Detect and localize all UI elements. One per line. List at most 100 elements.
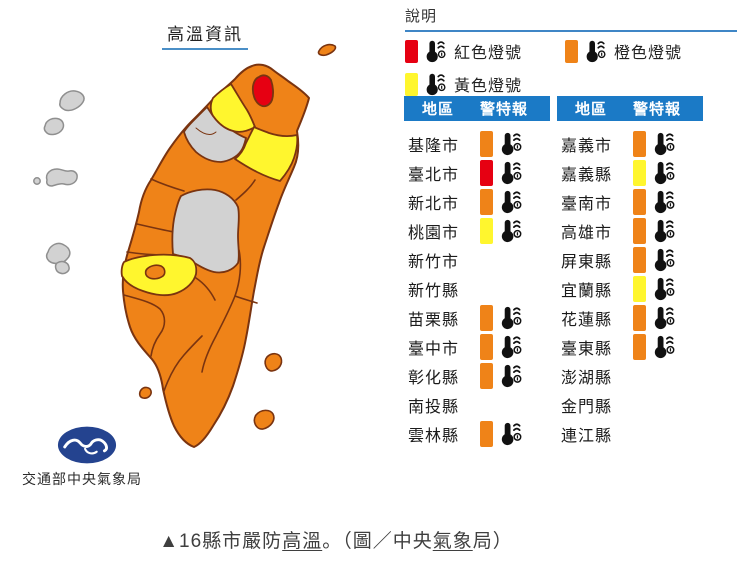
thermometer-icon <box>500 132 522 156</box>
table-row: 苗栗縣 <box>404 303 550 332</box>
table-row: 花蓮縣 <box>557 303 703 332</box>
table-row: 雲林縣 <box>404 419 550 448</box>
islet-liuqiu <box>138 386 152 399</box>
region-chiayi-city <box>144 264 166 280</box>
region-header: 地區 <box>575 101 608 118</box>
thermometer-icon <box>653 190 675 214</box>
thermometer-icon <box>500 306 522 330</box>
warning-swatch <box>480 188 493 215</box>
county-boundaries <box>123 178 258 392</box>
warning-swatch <box>633 275 646 302</box>
warning-swatch <box>633 217 646 244</box>
thermometer-icon <box>500 161 522 185</box>
warning-swatch <box>633 159 646 186</box>
region-label: 嘉義市 <box>561 137 613 155</box>
warning-swatch <box>480 130 493 157</box>
island-penghu <box>45 242 71 275</box>
caption-link-weather[interactable]: 氣象 <box>432 531 473 552</box>
thermometer-icon <box>653 248 675 272</box>
warning-swatch <box>480 159 493 186</box>
taiwan-high-temp-map <box>33 43 337 448</box>
table-row: 嘉義市 <box>557 129 703 158</box>
warning-swatch <box>633 333 646 360</box>
legend-item-red: 紅色燈號 <box>405 38 522 64</box>
thermometer-icon <box>653 277 675 301</box>
islet-northeast <box>317 43 337 57</box>
table-row: 連江縣 <box>557 419 703 448</box>
table-row: 臺東縣 <box>557 332 703 361</box>
warning-swatch <box>480 420 493 447</box>
region-label: 桃園市 <box>408 224 460 242</box>
region-label: 臺中市 <box>408 340 460 358</box>
yellow-swatch <box>405 72 418 96</box>
warning-swatch <box>633 246 646 273</box>
region-label: 臺北市 <box>408 166 460 184</box>
table-row: 南投縣 <box>404 390 550 419</box>
cwb-logo: 交通部中央氣象局 <box>22 425 152 489</box>
table-row: 桃園市 <box>404 216 550 245</box>
thermometer-icon <box>500 219 522 243</box>
region-label: 南投縣 <box>408 398 460 416</box>
region-label: 嘉義縣 <box>561 166 613 184</box>
thermometer-icon <box>425 39 446 63</box>
region-label: 彰化縣 <box>408 369 460 387</box>
region-label: 屏東縣 <box>561 253 613 271</box>
islet-orchid-island <box>253 409 275 430</box>
region-label: 臺東縣 <box>561 340 613 358</box>
legend-item-orange: 橙色燈號 <box>565 38 682 64</box>
orange-swatch <box>565 39 578 63</box>
warning-table-right: 地區 警特報 嘉義市 嘉義縣 臺南市 高雄市 屏東縣 宜蘭縣 花蓮縣 臺東縣 澎… <box>557 96 703 448</box>
thermometer-icon <box>500 190 522 214</box>
thermometer-icon <box>425 72 446 96</box>
warning-table-left: 地區 警特報 基隆市 臺北市 新北市 桃園市 新竹市 新竹縣 苗栗縣 臺中市 彰… <box>404 96 550 448</box>
legend-label: 紅色燈號 <box>454 45 523 62</box>
warning-header: 警特報 <box>480 101 529 118</box>
table-row: 高雄市 <box>557 216 703 245</box>
cwb-logo-text: 交通部中央氣象局 <box>22 471 142 487</box>
region-label: 新竹縣 <box>408 282 460 300</box>
region-header: 地區 <box>422 101 455 118</box>
region-label: 宜蘭縣 <box>561 282 613 300</box>
thermometer-icon <box>653 161 675 185</box>
table-row: 新竹市 <box>404 245 550 274</box>
warning-swatch <box>633 130 646 157</box>
region-label: 澎湖縣 <box>561 369 613 387</box>
region-hsinchu <box>183 106 247 163</box>
thermometer-icon <box>500 335 522 359</box>
caption-link-hot[interactable]: 高溫 <box>282 531 323 552</box>
table-row: 新北市 <box>404 187 550 216</box>
table-row: 臺南市 <box>557 187 703 216</box>
region-label: 新竹市 <box>408 253 460 271</box>
legend-divider <box>405 30 737 32</box>
table-row: 嘉義縣 <box>557 158 703 187</box>
table-row: 基隆市 <box>404 129 550 158</box>
region-taipei <box>251 74 274 108</box>
table-header: 地區 警特報 <box>404 96 550 121</box>
warning-swatch <box>480 217 493 244</box>
legend-title: 說明 <box>405 8 438 25</box>
region-label: 花蓮縣 <box>561 311 613 329</box>
cwb-logo-icon <box>57 426 117 464</box>
warning-swatch <box>480 362 493 389</box>
thermometer-icon <box>653 132 675 156</box>
warning-swatch <box>633 304 646 331</box>
table-row: 新竹縣 <box>404 274 550 303</box>
warning-swatch <box>480 333 493 360</box>
warning-header: 警特報 <box>633 101 682 118</box>
region-label: 臺南市 <box>561 195 613 213</box>
table-row: 金門縣 <box>557 390 703 419</box>
table-row: 宜蘭縣 <box>557 274 703 303</box>
thermometer-icon <box>653 335 675 359</box>
table-row: 澎湖縣 <box>557 361 703 390</box>
legend-item-yellow: 黃色燈號 <box>405 71 522 97</box>
region-nantou <box>171 188 240 274</box>
region-label: 金門縣 <box>561 398 613 416</box>
thermometer-icon <box>653 219 675 243</box>
table-header: 地區 警特報 <box>557 96 703 121</box>
image-caption: ▲16縣市嚴防高溫。（圖／中央氣象局） <box>0 526 672 553</box>
thermometer-icon <box>585 39 606 63</box>
legend-label: 橙色燈號 <box>614 45 683 62</box>
thermometer-icon <box>653 306 675 330</box>
thermometer-icon <box>500 364 522 388</box>
